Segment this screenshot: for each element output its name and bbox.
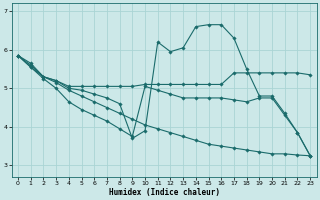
X-axis label: Humidex (Indice chaleur): Humidex (Indice chaleur) [108, 188, 220, 197]
